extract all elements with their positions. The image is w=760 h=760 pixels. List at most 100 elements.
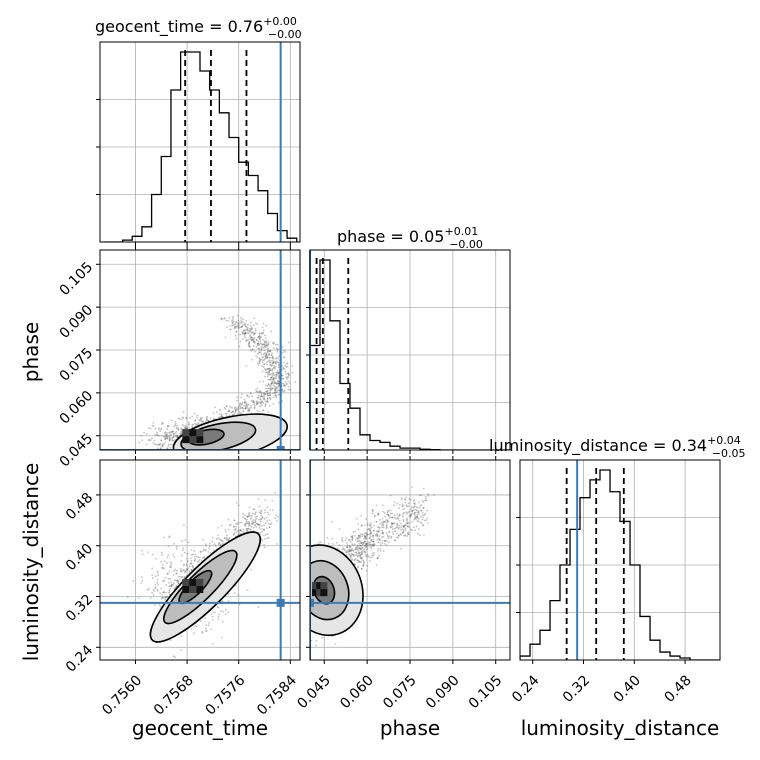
scatter-point [265, 357, 267, 360]
scatter-point [264, 511, 266, 514]
scatter-point [272, 379, 275, 382]
scatter-point [425, 519, 428, 522]
scatter-point [382, 526, 385, 529]
scatter-point [260, 395, 262, 398]
scatter-point [367, 528, 370, 530]
scatter-point [283, 368, 286, 370]
scatter-point [420, 522, 423, 525]
scatter-point [233, 526, 235, 528]
scatter-point [254, 407, 256, 409]
scatter-point [403, 534, 405, 537]
scatter-point [248, 342, 251, 345]
scatter-point [153, 604, 156, 606]
scatter-point [378, 554, 380, 557]
scatter-point [399, 522, 402, 525]
scatter-point [205, 627, 207, 630]
scatter-point [183, 569, 186, 571]
scatter-point [265, 353, 268, 355]
scatter-point [397, 528, 400, 530]
scatter-point [253, 317, 256, 319]
scatter-point [253, 342, 256, 344]
scatter-point [203, 556, 205, 559]
scatter-point [236, 413, 239, 415]
scatter-point [180, 567, 182, 570]
scatter-point [372, 552, 374, 555]
scatter-point [258, 360, 261, 363]
scatter-point [369, 556, 372, 559]
scatter-point [265, 342, 268, 345]
scatter-point [132, 580, 135, 582]
scatter-point [264, 509, 266, 512]
scatter-point [266, 356, 269, 359]
scatter-point [226, 326, 228, 329]
scatter-point [167, 578, 170, 580]
scatter-point [275, 394, 278, 397]
scatter-point [357, 544, 359, 547]
y-tick-label-luminosity-distance: 0.32 [63, 591, 96, 624]
scatter-point [306, 582, 308, 584]
scatter-point [206, 451, 208, 453]
scatter-point [259, 337, 261, 340]
scatter-point [240, 412, 243, 415]
scatter-point [254, 519, 257, 522]
scatter-point [275, 375, 278, 377]
scatter-point [266, 399, 269, 401]
scatter-point [176, 424, 179, 427]
scatter-point [257, 363, 260, 366]
scatter-point [266, 511, 269, 514]
scatter-point [359, 556, 362, 559]
x-tick-label-phase: 0.105 [466, 672, 506, 712]
scatter-point [192, 423, 194, 426]
scatter-point [282, 384, 285, 387]
scatter-point [177, 428, 180, 431]
scatter-point [224, 336, 227, 339]
scatter-point [245, 404, 247, 407]
scatter-point [253, 508, 255, 511]
scatter-point [277, 383, 280, 385]
scatter-point [383, 521, 386, 523]
scatter-point [194, 558, 197, 560]
scatter-point [274, 389, 277, 392]
scatter-point [260, 531, 263, 534]
ylabel-luminosity-distance: luminosity_distance [19, 463, 43, 662]
scatter-point [176, 572, 178, 575]
scatter-point [423, 534, 425, 536]
scatter-point [245, 331, 247, 334]
scatter-point [264, 384, 267, 387]
scatter-point [272, 357, 274, 359]
scatter-point [226, 455, 228, 457]
scatter-point [160, 597, 163, 600]
scatter-point [345, 551, 348, 553]
scatter-point [266, 356, 268, 359]
scatter-point [271, 500, 274, 502]
scatter-point [172, 553, 175, 556]
scatter-point [275, 387, 278, 390]
scatter-point [243, 332, 246, 335]
scatter-point [272, 362, 274, 365]
scatter-point [156, 579, 159, 581]
scatter-point [272, 382, 275, 385]
scatter-point [268, 367, 270, 370]
scatter-point [169, 443, 171, 446]
scatter-point [381, 539, 384, 542]
scatter-point [321, 636, 323, 639]
scatter-point [170, 433, 172, 436]
scatter-point [307, 586, 309, 588]
scatter-point [355, 548, 357, 551]
scatter-point [181, 549, 184, 552]
scatter-point [258, 351, 260, 354]
scatter-point [250, 406, 253, 409]
scatter-point [160, 423, 163, 426]
scatter-point [212, 549, 215, 552]
scatter-point [369, 530, 371, 532]
scatter-point [169, 437, 171, 440]
scatter-point [396, 522, 399, 525]
scatter-point [221, 540, 223, 543]
scatter-point [184, 551, 186, 554]
scatter-point [385, 524, 388, 527]
scatter-point [165, 591, 168, 594]
scatter-point [243, 517, 246, 520]
density-panel-luminosity-distance-vs-geocent-time [96, 456, 301, 664]
scatter-point [277, 372, 279, 374]
scatter-point [338, 544, 341, 546]
